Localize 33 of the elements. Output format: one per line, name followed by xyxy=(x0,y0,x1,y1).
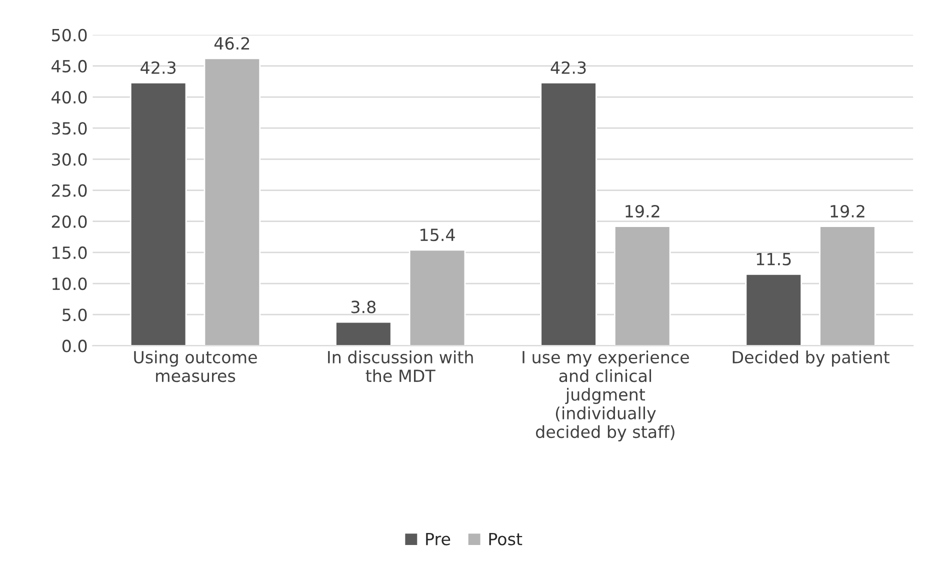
legend-label: Pre xyxy=(426,532,450,546)
bar xyxy=(335,321,392,346)
y-tick-label: 0.0 xyxy=(62,340,87,352)
data-label: 42.3 xyxy=(140,61,176,74)
y-tick-label: 10.0 xyxy=(52,277,87,290)
x-tick-label: In discussion with the MDT xyxy=(328,350,473,382)
y-tick-label: 30.0 xyxy=(52,153,87,166)
data-label: 15.4 xyxy=(420,228,455,242)
data-label: 19.2 xyxy=(830,204,864,218)
data-label: 11.5 xyxy=(756,253,791,266)
x-tick-label: Using outcome measures xyxy=(134,350,257,382)
bar xyxy=(130,82,187,346)
bar xyxy=(540,82,597,346)
y-tick-label: 50.0 xyxy=(52,28,87,42)
x-tick-label: Decided by patient xyxy=(732,350,890,367)
y-tick-label: 40.0 xyxy=(52,90,87,104)
bar xyxy=(204,58,261,346)
y-tick-label: 35.0 xyxy=(52,122,87,135)
data-label: 3.8 xyxy=(351,300,376,314)
data-label: 46.2 xyxy=(214,37,250,50)
y-tick-label: 45.0 xyxy=(52,60,87,73)
bar xyxy=(819,226,876,346)
y-tick-label: 15.0 xyxy=(52,246,87,260)
y-tick-label: 25.0 xyxy=(52,184,87,197)
bar xyxy=(614,226,671,346)
x-tick-label: I use my experience and clinical judgment (individually decided by staff) xyxy=(522,350,689,442)
data-label: 42.3 xyxy=(550,61,586,74)
legend-label: Post xyxy=(489,532,522,546)
y-tick-label: 5.0 xyxy=(62,308,87,322)
data-label: 19.2 xyxy=(626,204,660,218)
bar xyxy=(408,249,466,346)
y-tick-label: 20.0 xyxy=(52,215,87,228)
bar xyxy=(745,274,802,346)
